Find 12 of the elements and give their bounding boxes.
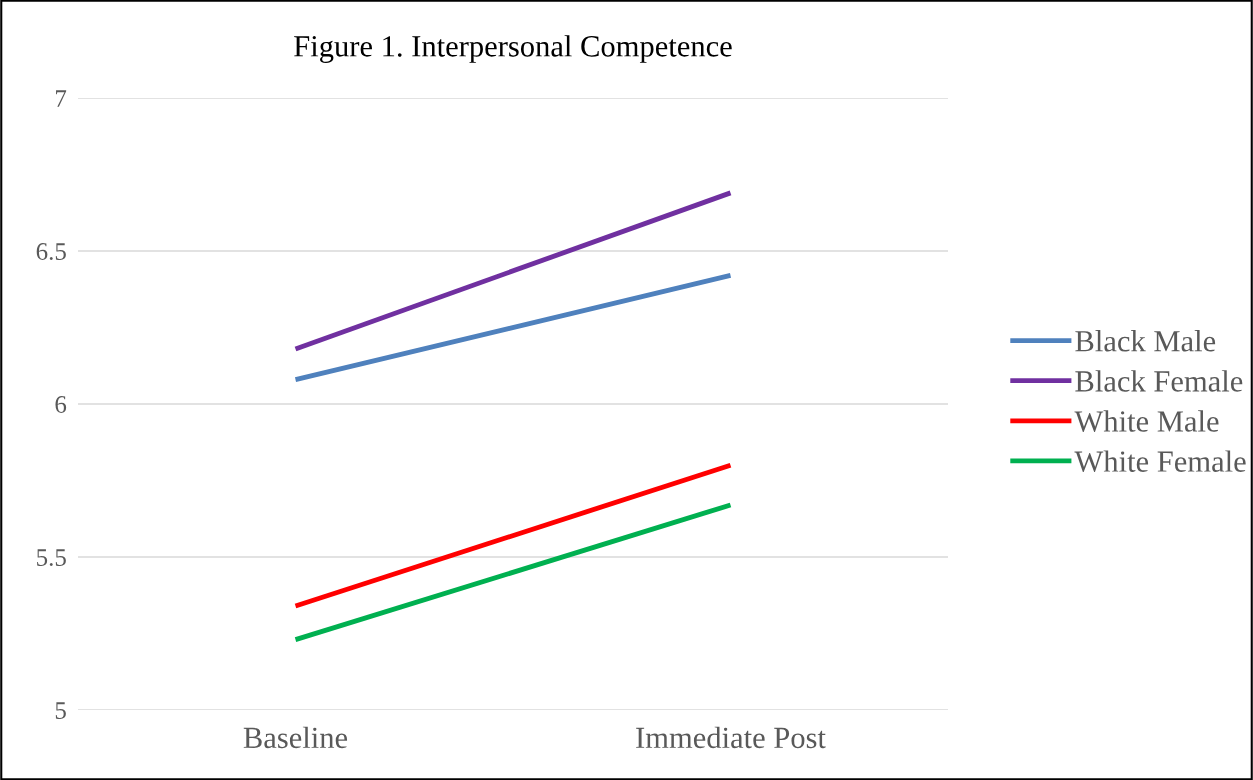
legend-label: White Female: [1074, 450, 1246, 473]
legend-label: Black Female: [1075, 370, 1243, 392]
y-tick-label: 7: [56, 90, 67, 107]
legend-label: Black Male: [1075, 330, 1216, 352]
y-tick-label: 6.5: [36, 243, 66, 261]
y-tick-label: 6: [55, 396, 67, 413]
y-tick-label: 5.5: [37, 549, 66, 567]
legend-label: White Male: [1074, 410, 1219, 432]
y-tick-label: 5: [55, 702, 66, 719]
chart-title: Figure 1. Interpersonal Competence: [294, 35, 732, 63]
x-tick-label: Immediate Post: [636, 726, 826, 749]
x-tick-label: Baseline: [243, 726, 348, 749]
